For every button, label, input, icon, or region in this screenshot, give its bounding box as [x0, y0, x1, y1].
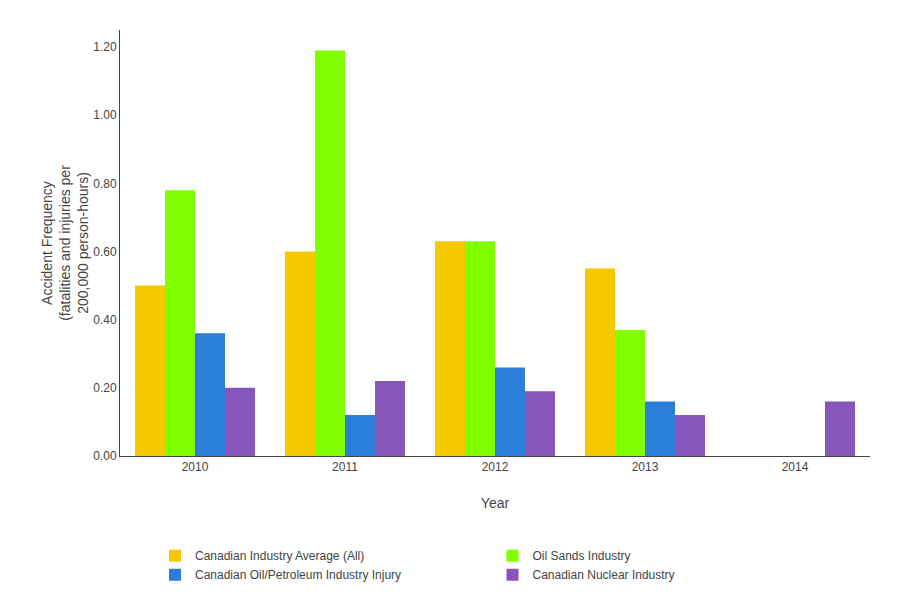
svg-text:Canadian Nuclear Industry: Canadian Nuclear Industry	[533, 568, 675, 582]
svg-text:0.80: 0.80	[93, 177, 117, 191]
svg-text:0.40: 0.40	[93, 313, 117, 327]
svg-text:0.20: 0.20	[93, 381, 117, 395]
svg-text:1.00: 1.00	[93, 108, 117, 122]
svg-text:1.20: 1.20	[93, 40, 117, 54]
svg-text:2014: 2014	[782, 460, 809, 474]
svg-text:0.00: 0.00	[93, 449, 117, 463]
svg-text:Year: Year	[481, 495, 510, 511]
svg-text:Canadian Industry Average (All: Canadian Industry Average (All)	[195, 549, 364, 563]
svg-text:2010: 2010	[182, 460, 209, 474]
svg-text:2011: 2011	[332, 460, 358, 474]
svg-text:Canadian Oil/Petroleum Industr: Canadian Oil/Petroleum Industry Injury	[195, 568, 401, 582]
svg-text:2013: 2013	[632, 460, 659, 474]
svg-text:Accident Frequency(fatalities: Accident Frequency(fatalities and injuri…	[39, 165, 91, 321]
svg-text:Oil Sands Industry: Oil Sands Industry	[533, 549, 631, 563]
svg-text:2012: 2012	[482, 460, 509, 474]
svg-text:0.60: 0.60	[93, 245, 117, 259]
